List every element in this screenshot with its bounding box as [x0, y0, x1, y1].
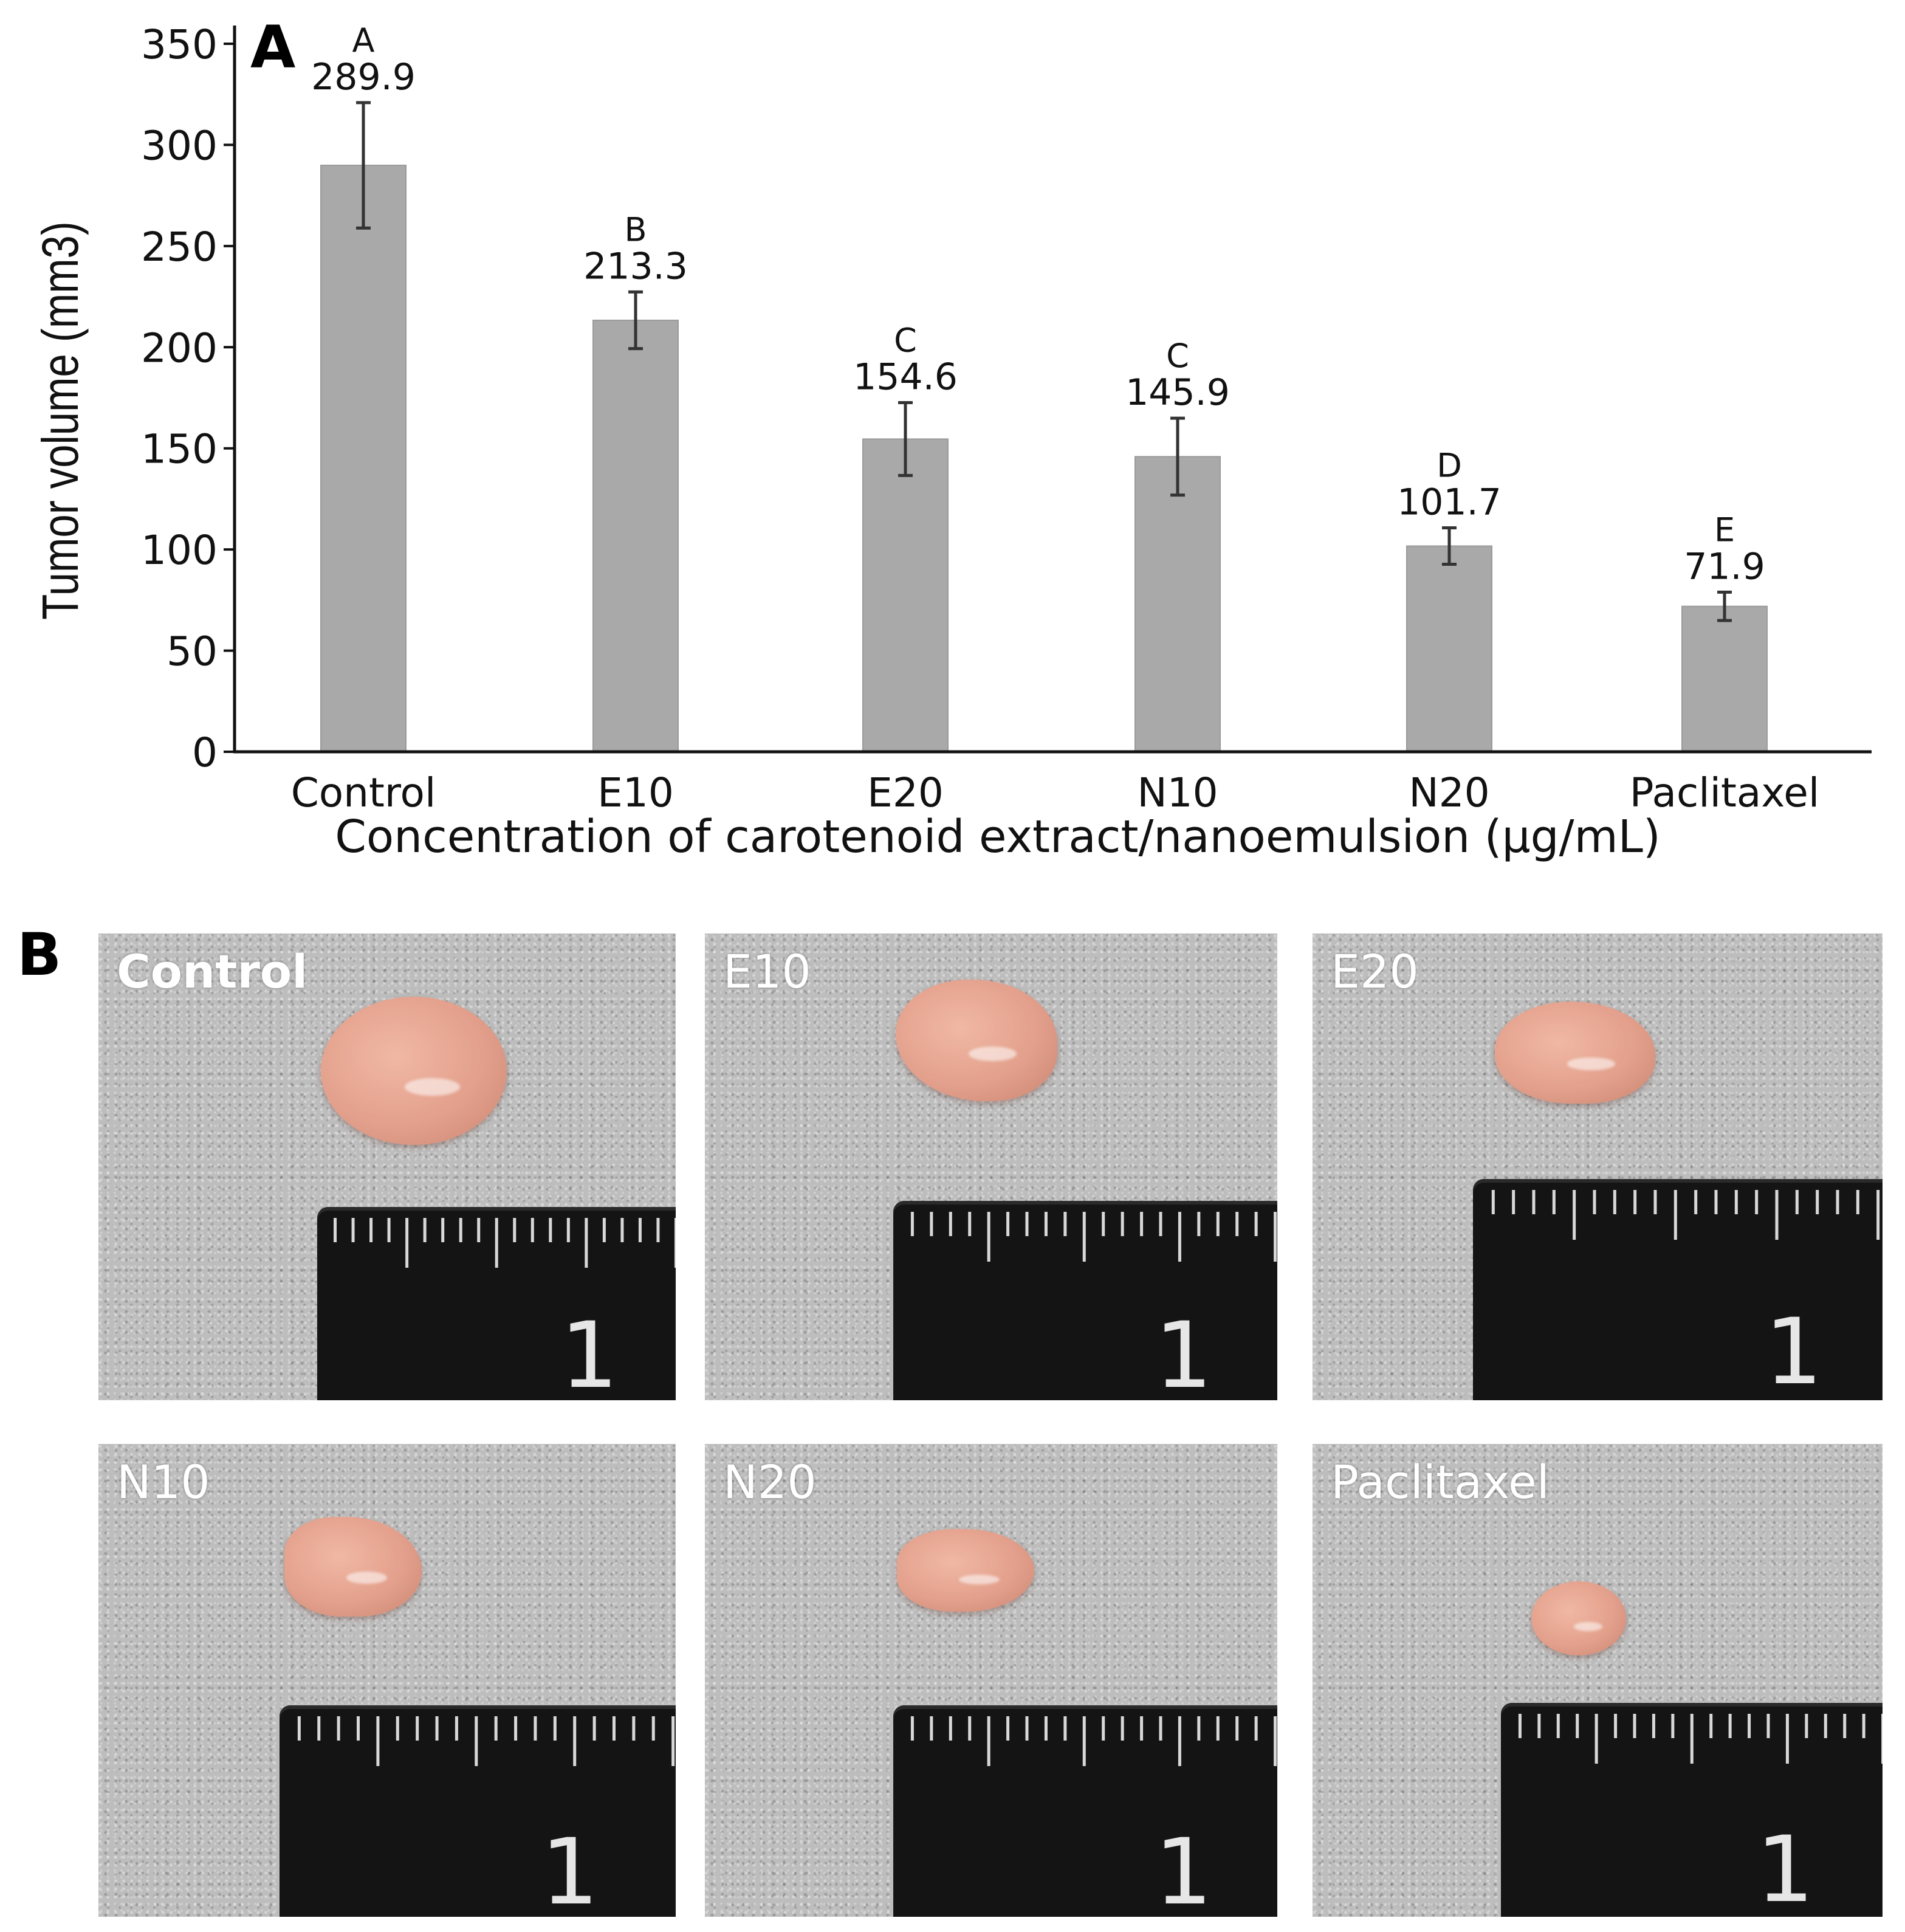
ruler-number: 1 [1155, 1303, 1213, 1400]
value-label: 213.3 [583, 245, 688, 287]
x-tick-label: Control [291, 769, 436, 816]
significance-letter: D [1436, 447, 1462, 485]
ruler: 1 [280, 1705, 676, 1917]
significance-letter: A [352, 21, 375, 60]
photo-label: E20 [1331, 944, 1419, 999]
value-label: 71.9 [1684, 545, 1765, 588]
value-label: 154.6 [853, 356, 958, 398]
y-tick-label: 350 [141, 21, 218, 68]
ruler-number: 1 [1155, 1820, 1213, 1917]
significance-letter: C [894, 321, 917, 359]
y-tick-label: 300 [141, 122, 218, 169]
tumor-sample [1495, 1002, 1655, 1104]
ruler-number: 1 [560, 1303, 619, 1400]
x-tick-label: E10 [597, 769, 674, 816]
ruler: 1 [893, 1705, 1277, 1917]
photo-label: E10 [723, 944, 811, 999]
bar-e20 [862, 438, 949, 752]
tumor-sample [284, 1517, 422, 1617]
photo-label: Control [117, 944, 308, 999]
bar-e10 [592, 320, 679, 752]
y-tick-label: 250 [141, 224, 218, 270]
value-label: 101.7 [1397, 481, 1502, 524]
photo-control: Control 1 [98, 933, 676, 1400]
tumor-sample [897, 1529, 1034, 1612]
y-axis-title: Tumor volume (mm3) [32, 221, 89, 620]
photo-label: Paclitaxel [1331, 1455, 1550, 1509]
photo-label: N20 [723, 1455, 817, 1509]
photo-n10: N10 1 [98, 1444, 676, 1917]
ruler: 1 [317, 1207, 676, 1400]
ruler: 1 [1473, 1179, 1883, 1400]
photo-e10: E10 1 [705, 933, 1277, 1400]
photo-n20: N20 1 [705, 1444, 1277, 1917]
y-tick-label: 50 [166, 628, 218, 675]
x-axis-title: Concentration of carotenoid extract/nano… [335, 811, 1661, 863]
panel-b-letter: B [17, 921, 62, 989]
value-label: 145.9 [1125, 371, 1230, 414]
bar-paclitaxel [1681, 605, 1768, 752]
y-tick-label: 150 [141, 426, 218, 473]
significance-letter: C [1166, 337, 1189, 375]
y-tick-label: 200 [141, 325, 218, 371]
y-tick-label: 100 [141, 527, 218, 574]
x-tick-label: N10 [1137, 769, 1218, 816]
ruler-number: 1 [1756, 1817, 1814, 1917]
value-label: 289.9 [311, 56, 416, 98]
panel-a-letter: A [250, 13, 296, 81]
tumor-sample [321, 997, 507, 1145]
ruler: 1 [893, 1201, 1277, 1400]
y-tick-label: 0 [192, 729, 218, 776]
x-tick-label: Paclitaxel [1630, 769, 1820, 816]
x-tick-label: E20 [867, 769, 944, 816]
bar-n10 [1134, 456, 1221, 753]
ruler-number: 1 [541, 1820, 599, 1917]
significance-letter: E [1714, 511, 1735, 549]
significance-letter: B [624, 210, 647, 249]
photo-label: N10 [117, 1455, 210, 1509]
bar-control [320, 165, 407, 753]
ruler-number: 1 [1765, 1299, 1823, 1400]
tumor-sample [1531, 1581, 1626, 1655]
photo-paclitaxel: Paclitaxel 1 [1313, 1444, 1883, 1917]
bar-n20 [1406, 545, 1492, 753]
tumor-sample [896, 980, 1057, 1101]
ruler: 1 [1501, 1703, 1883, 1917]
photo-e20: E20 1 [1313, 933, 1883, 1400]
x-tick-label: N20 [1409, 769, 1489, 816]
